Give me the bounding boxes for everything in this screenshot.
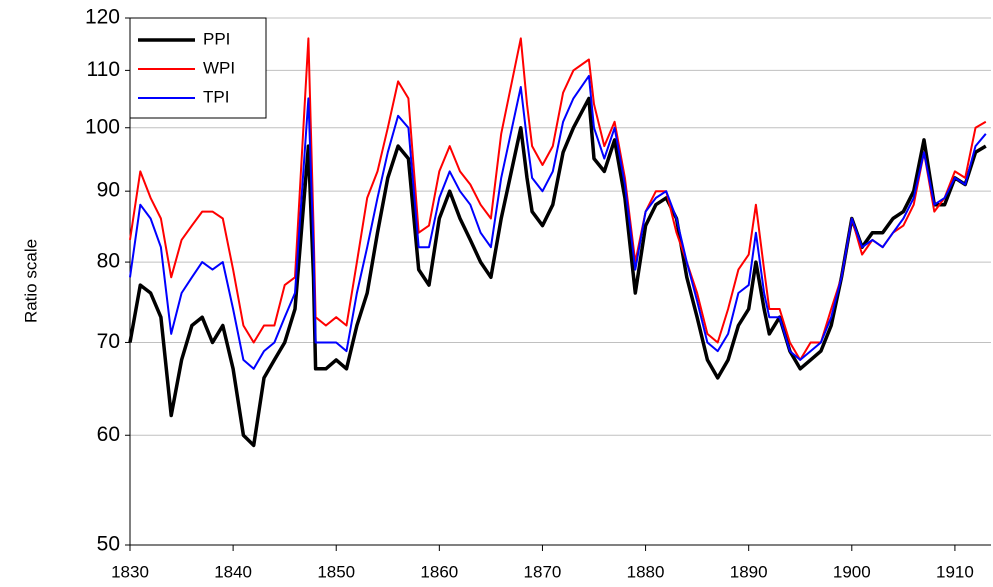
y-tick-label: 80 (97, 250, 120, 273)
x-tick-label: 1830 (111, 562, 149, 581)
x-tick-label: 1870 (524, 562, 562, 581)
legend-label: TPI (203, 87, 229, 106)
y-tick-label: 90 (97, 179, 120, 202)
y-tick-label: 70 (97, 330, 120, 353)
legend-label: WPI (203, 58, 235, 77)
series-line (129, 74, 987, 370)
x-tick-label: 1890 (730, 562, 768, 581)
x-tick-label: 1840 (214, 562, 252, 581)
x-tick-label: 1910 (936, 562, 974, 581)
y-tick-label: 60 (97, 423, 120, 446)
y-tick-label: 100 (85, 115, 120, 138)
y-axis-label: Ratio scale (21, 239, 40, 323)
y-tick-label: 50 (97, 533, 120, 556)
x-tick-label: 1880 (627, 562, 665, 581)
x-tick-label: 1900 (833, 562, 871, 581)
legend-label: PPI (203, 29, 230, 48)
x-tick-label: 1850 (317, 562, 355, 581)
y-tick-label: 110 (87, 58, 120, 81)
y-tick-label: 120 (85, 6, 120, 29)
x-tick-label: 1860 (420, 562, 458, 581)
